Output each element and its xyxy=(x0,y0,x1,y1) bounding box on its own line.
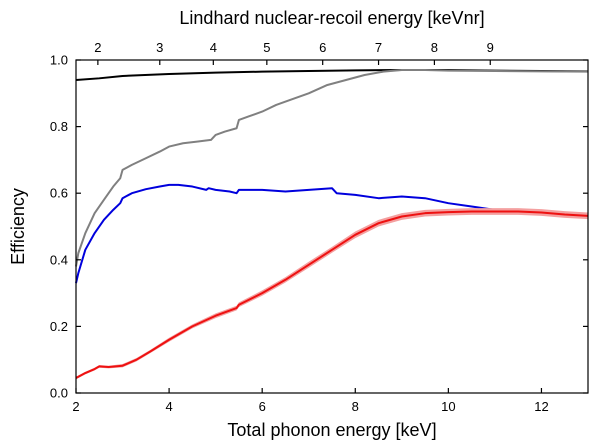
series-4-line xyxy=(75,210,589,379)
y-tick-label: 0.4 xyxy=(50,252,68,267)
top-tick-label: 4 xyxy=(210,40,217,55)
plot-frame xyxy=(75,59,589,394)
y-axis-title: Efficiency xyxy=(8,188,28,265)
top-tick-label: 6 xyxy=(319,40,326,55)
top-tick-label: 5 xyxy=(263,40,270,55)
top-tick-label: 9 xyxy=(487,40,494,55)
x-axis-title: Total phonon energy [keV] xyxy=(227,420,436,440)
x-tick-label: 8 xyxy=(352,399,359,414)
x-tick-label: 4 xyxy=(165,399,172,414)
top-tick-label: 7 xyxy=(375,40,382,55)
series-layer xyxy=(75,68,589,380)
y-tick-label: 0.2 xyxy=(50,319,68,334)
y-tick-label: 0.0 xyxy=(50,386,68,401)
series-4-error-band xyxy=(76,208,588,380)
x-tick-label: 6 xyxy=(259,399,266,414)
x-tick-label: 12 xyxy=(534,399,548,414)
top-tick-label: 3 xyxy=(156,40,163,55)
series-2-line xyxy=(75,68,589,267)
top-tick-label: 2 xyxy=(94,40,101,55)
top-axis-title: Lindhard nuclear-recoil energy [keVnr] xyxy=(179,8,484,28)
series-3-line xyxy=(75,183,589,284)
x-tick-label: 10 xyxy=(441,399,455,414)
y-tick-label: 0.8 xyxy=(50,119,68,134)
y-tick-label: 0.6 xyxy=(50,186,68,201)
y-tick-label: 1.0 xyxy=(50,53,68,68)
x-tick-label: 2 xyxy=(72,399,79,414)
ticks-layer: 2 4 6 8 10 12 0.0 0.2 0.4 0.6 0.8 1.0 2 3 4 5 6 7 8 9 xyxy=(50,40,588,414)
top-tick-label: 8 xyxy=(431,40,438,55)
